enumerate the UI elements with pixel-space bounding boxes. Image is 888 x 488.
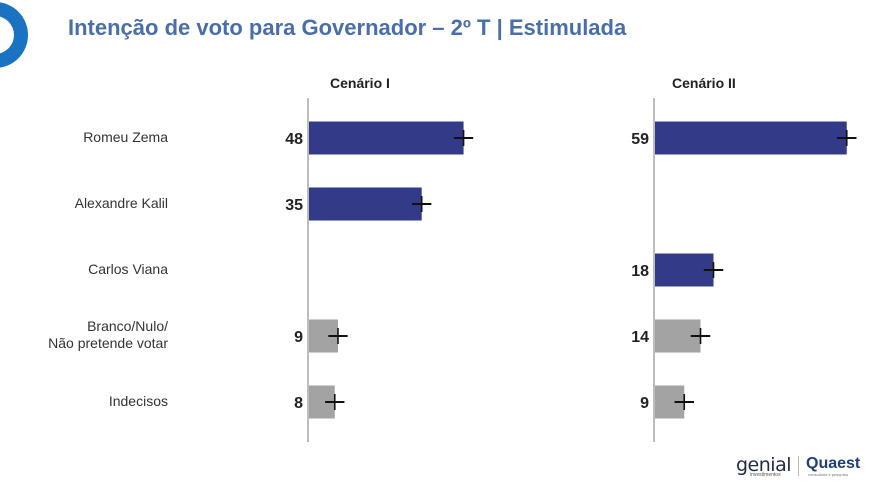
- quaest-logo-sub: consultoria e pesquisa: [808, 472, 848, 477]
- category-label: Carlos Viana: [88, 261, 168, 278]
- data-label: 48: [285, 131, 303, 148]
- category-label: Branco/Nulo/Não pretende votar: [48, 318, 168, 352]
- data-label: 14: [631, 329, 649, 346]
- category-label-line: Indecisos: [108, 392, 168, 409]
- page-title: Intenção de voto para Governador – 2º T …: [68, 15, 627, 40]
- category-label: Romeu Zema: [83, 129, 168, 146]
- data-label: 9: [294, 329, 303, 346]
- data-label: 8: [294, 395, 303, 412]
- logo-divider: [798, 456, 799, 476]
- category-label-line: Romeu Zema: [83, 128, 168, 145]
- data-label: 9: [640, 395, 649, 412]
- data-label: 18: [631, 263, 649, 280]
- bar: [655, 121, 847, 155]
- bar: [309, 187, 422, 221]
- footer-logos: genial investimentos Quaest consultoria …: [736, 452, 860, 478]
- data-label: 59: [631, 131, 649, 148]
- category-label-line: Carlos Viana: [88, 260, 168, 277]
- genial-logo: genial: [736, 454, 792, 476]
- panel-title-cenario-1: Cenário I: [330, 75, 390, 91]
- category-label-line: Não pretende votar: [48, 335, 168, 351]
- genial-logo-sub: investimentos: [750, 472, 781, 478]
- data-label: 35: [285, 197, 303, 214]
- category-label-line: Branco/Nulo/: [87, 318, 168, 334]
- bar: [309, 121, 464, 155]
- category-label: Indecisos: [109, 393, 168, 410]
- quaest-logo: Quaest: [806, 455, 861, 472]
- panel-title-cenario-2: Cenário II: [672, 75, 736, 91]
- category-label-line: Alexandre Kalil: [74, 194, 168, 211]
- category-label: Alexandre Kalil: [75, 195, 168, 212]
